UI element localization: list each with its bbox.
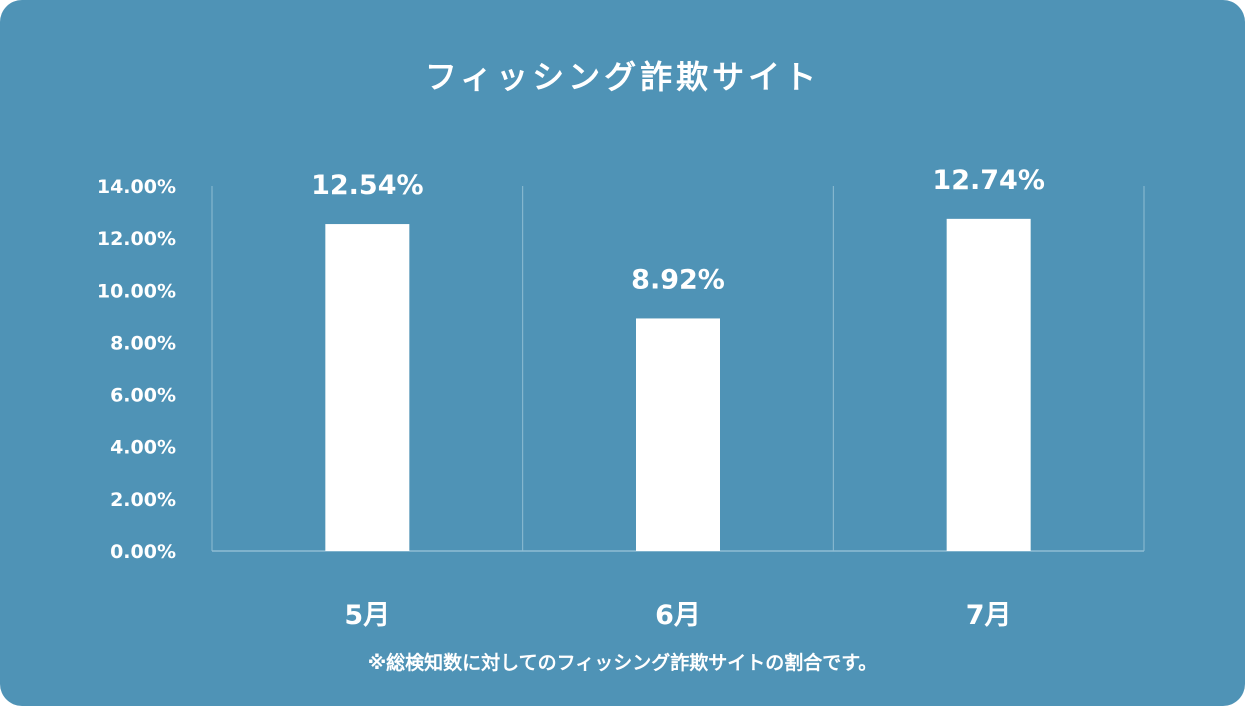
y-tick-label: 4.00%	[110, 437, 176, 459]
y-tick-label: 2.00%	[110, 489, 176, 511]
chart-title: フィッシング詐欺サイト	[424, 58, 821, 96]
y-tick-label: 12.00%	[97, 228, 176, 250]
y-tick-label: 10.00%	[97, 280, 176, 302]
y-tick-label: 14.00%	[97, 176, 176, 198]
bar	[325, 224, 410, 552]
y-tick-label: 8.00%	[110, 332, 176, 354]
bar	[946, 218, 1031, 551]
bar-value-label: 8.92%	[631, 264, 725, 295]
x-category-label: 5月	[344, 600, 390, 631]
x-category-label: 6月	[655, 600, 701, 631]
x-category-label: 7月	[966, 600, 1012, 631]
y-tick-label: 6.00%	[110, 385, 176, 407]
bar-value-label: 12.54%	[311, 170, 423, 201]
chart-footnote: ※総検知数に対してのフィッシング詐欺サイトの割合です。	[367, 652, 878, 674]
bar-value-label: 12.74%	[932, 165, 1044, 196]
y-tick-label: 0.00%	[110, 541, 176, 563]
bar	[636, 318, 720, 551]
